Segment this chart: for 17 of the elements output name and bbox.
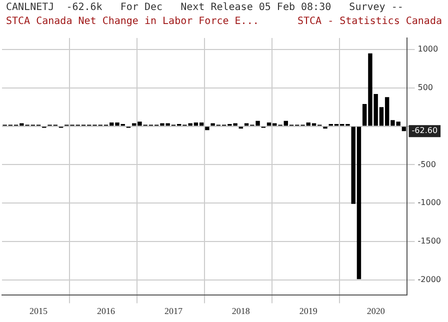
- x-tick-label: 2016: [97, 306, 116, 316]
- annotation: -62.60: [412, 126, 438, 136]
- chart-title: STCA Canada Net Change in Labor Force E...: [6, 16, 259, 29]
- y-tick-label: -1000: [418, 198, 442, 208]
- x-tick-label: 2019: [299, 306, 318, 316]
- y-tick-label: 1000: [418, 44, 438, 54]
- x-tick-label: 2020: [366, 306, 386, 316]
- x-tick-label: 2018: [232, 306, 250, 316]
- y-tick-label: -500: [418, 160, 436, 169]
- x-tick-label: 2015: [30, 306, 48, 316]
- text: STCA - Statistics Canada: [298, 16, 442, 29]
- y-tick-label: -1500: [418, 236, 442, 246]
- y-tick-label: -2000: [418, 274, 442, 284]
- y-tick-label: 500: [418, 82, 434, 92]
- chart-subtitle: CANLNETJ -62.6k For Dec Next Release 05 Feb 08:30 Survey --: [5, 1, 404, 15]
- x-tick-label: 2017: [164, 306, 183, 316]
- bar: [205, 126, 210, 130]
